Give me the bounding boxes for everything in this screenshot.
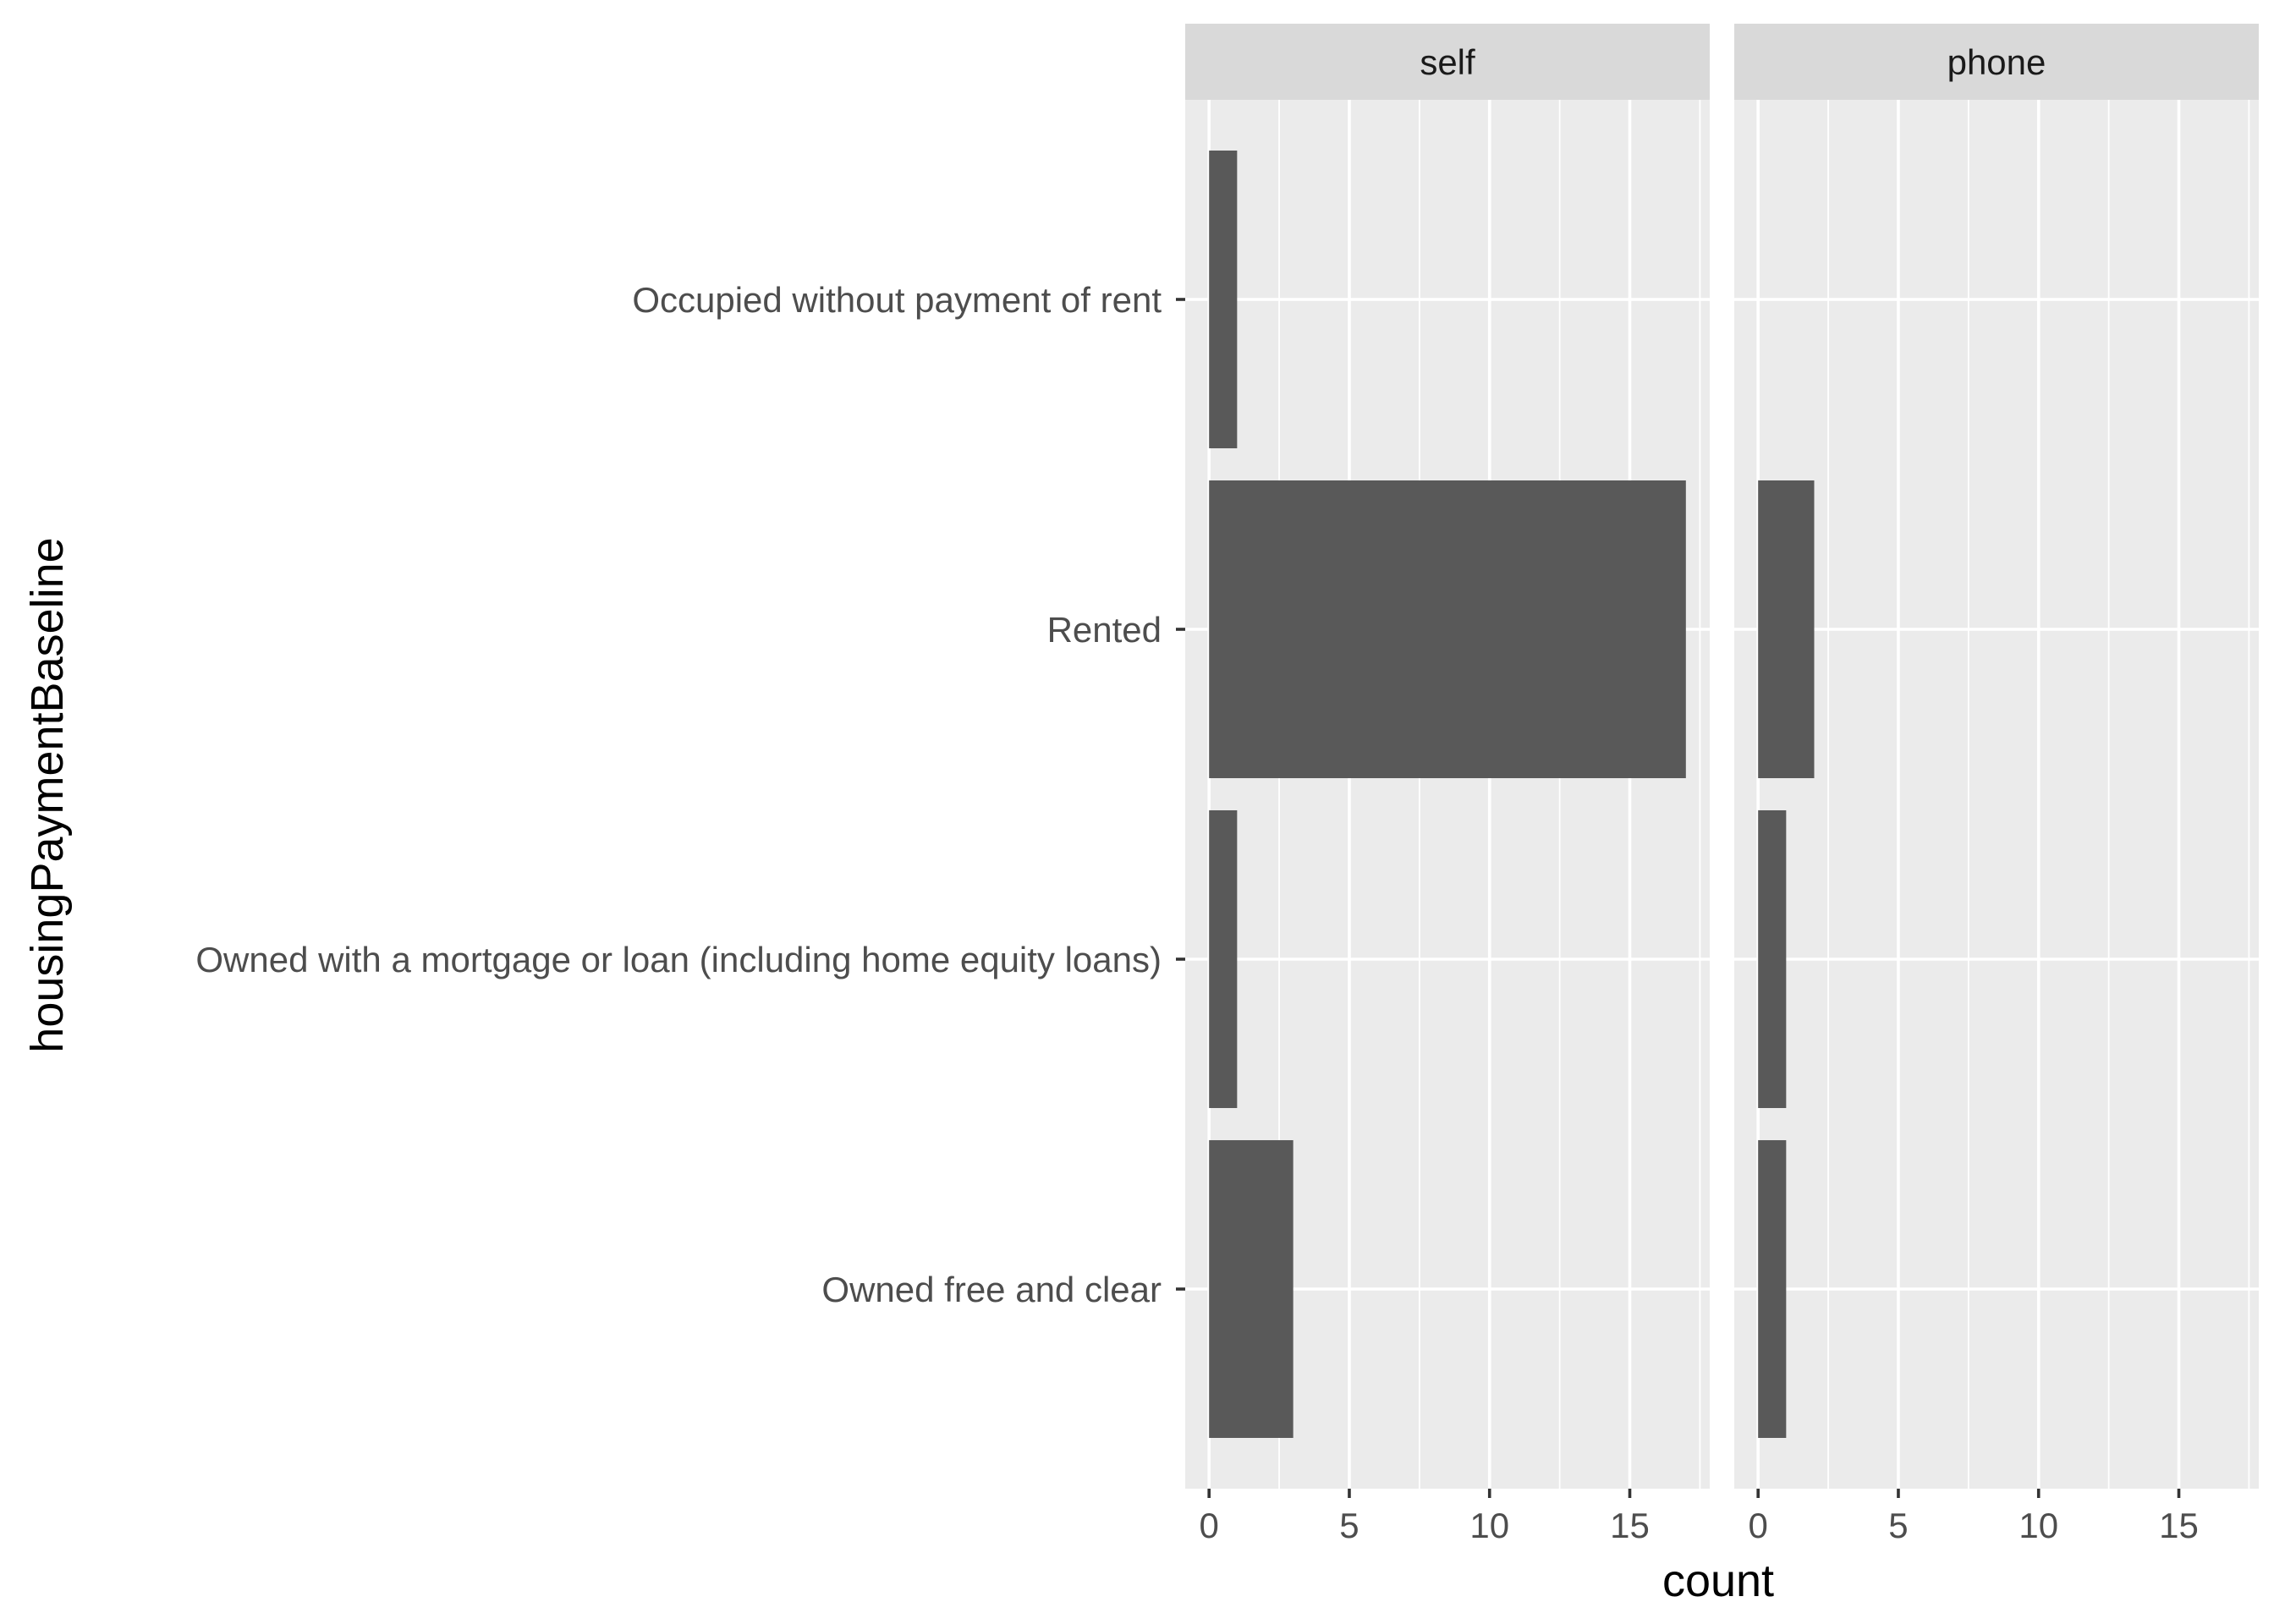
bar-phone-4 — [1758, 1140, 1787, 1438]
y-tick-label: Occupied without payment of rent — [632, 280, 1162, 320]
facet-strip — [1185, 24, 1710, 100]
bar-self-3 — [1209, 810, 1238, 1108]
x-tick-label: 5 — [1339, 1506, 1359, 1545]
facet-strip-label: self — [1420, 42, 1475, 82]
x-tick-label: 15 — [1610, 1506, 1650, 1545]
facet-strip — [1734, 24, 2259, 100]
panel-background — [1734, 100, 2259, 1489]
x-tick-label: 15 — [2159, 1506, 2199, 1545]
bar-self-1 — [1209, 151, 1238, 448]
x-tick-label: 0 — [1749, 1506, 1768, 1545]
y-axis: Occupied without payment of rent Rented Ow… — [195, 280, 1185, 1309]
facet-self: self 0 5 10 15 — [1185, 24, 1710, 1545]
x-tick-label: 10 — [2019, 1506, 2058, 1545]
y-tick-label: Rented — [1047, 610, 1162, 650]
y-tick-label: Owned free and clear — [821, 1270, 1162, 1309]
bar-phone-2 — [1758, 480, 1815, 778]
bar-self-2 — [1209, 480, 1686, 778]
x-tick-label: 0 — [1200, 1506, 1219, 1545]
x-axis-title: count — [1662, 1555, 1774, 1606]
y-axis-title: housingPaymentBaseline — [22, 537, 73, 1052]
bar-phone-3 — [1758, 810, 1787, 1108]
facet-panels: self 0 5 10 15 phone 0 5 10 15 — [1185, 24, 2259, 1545]
facet-phone: phone 0 5 10 15 — [1734, 24, 2259, 1545]
bar-self-4 — [1209, 1140, 1294, 1438]
x-tick-label: 5 — [1888, 1506, 1908, 1545]
y-tick-label: Owned with a mortgage or loan (including… — [195, 940, 1162, 979]
x-tick-label: 10 — [1469, 1506, 1509, 1545]
facet-strip-label: phone — [1947, 42, 2046, 82]
